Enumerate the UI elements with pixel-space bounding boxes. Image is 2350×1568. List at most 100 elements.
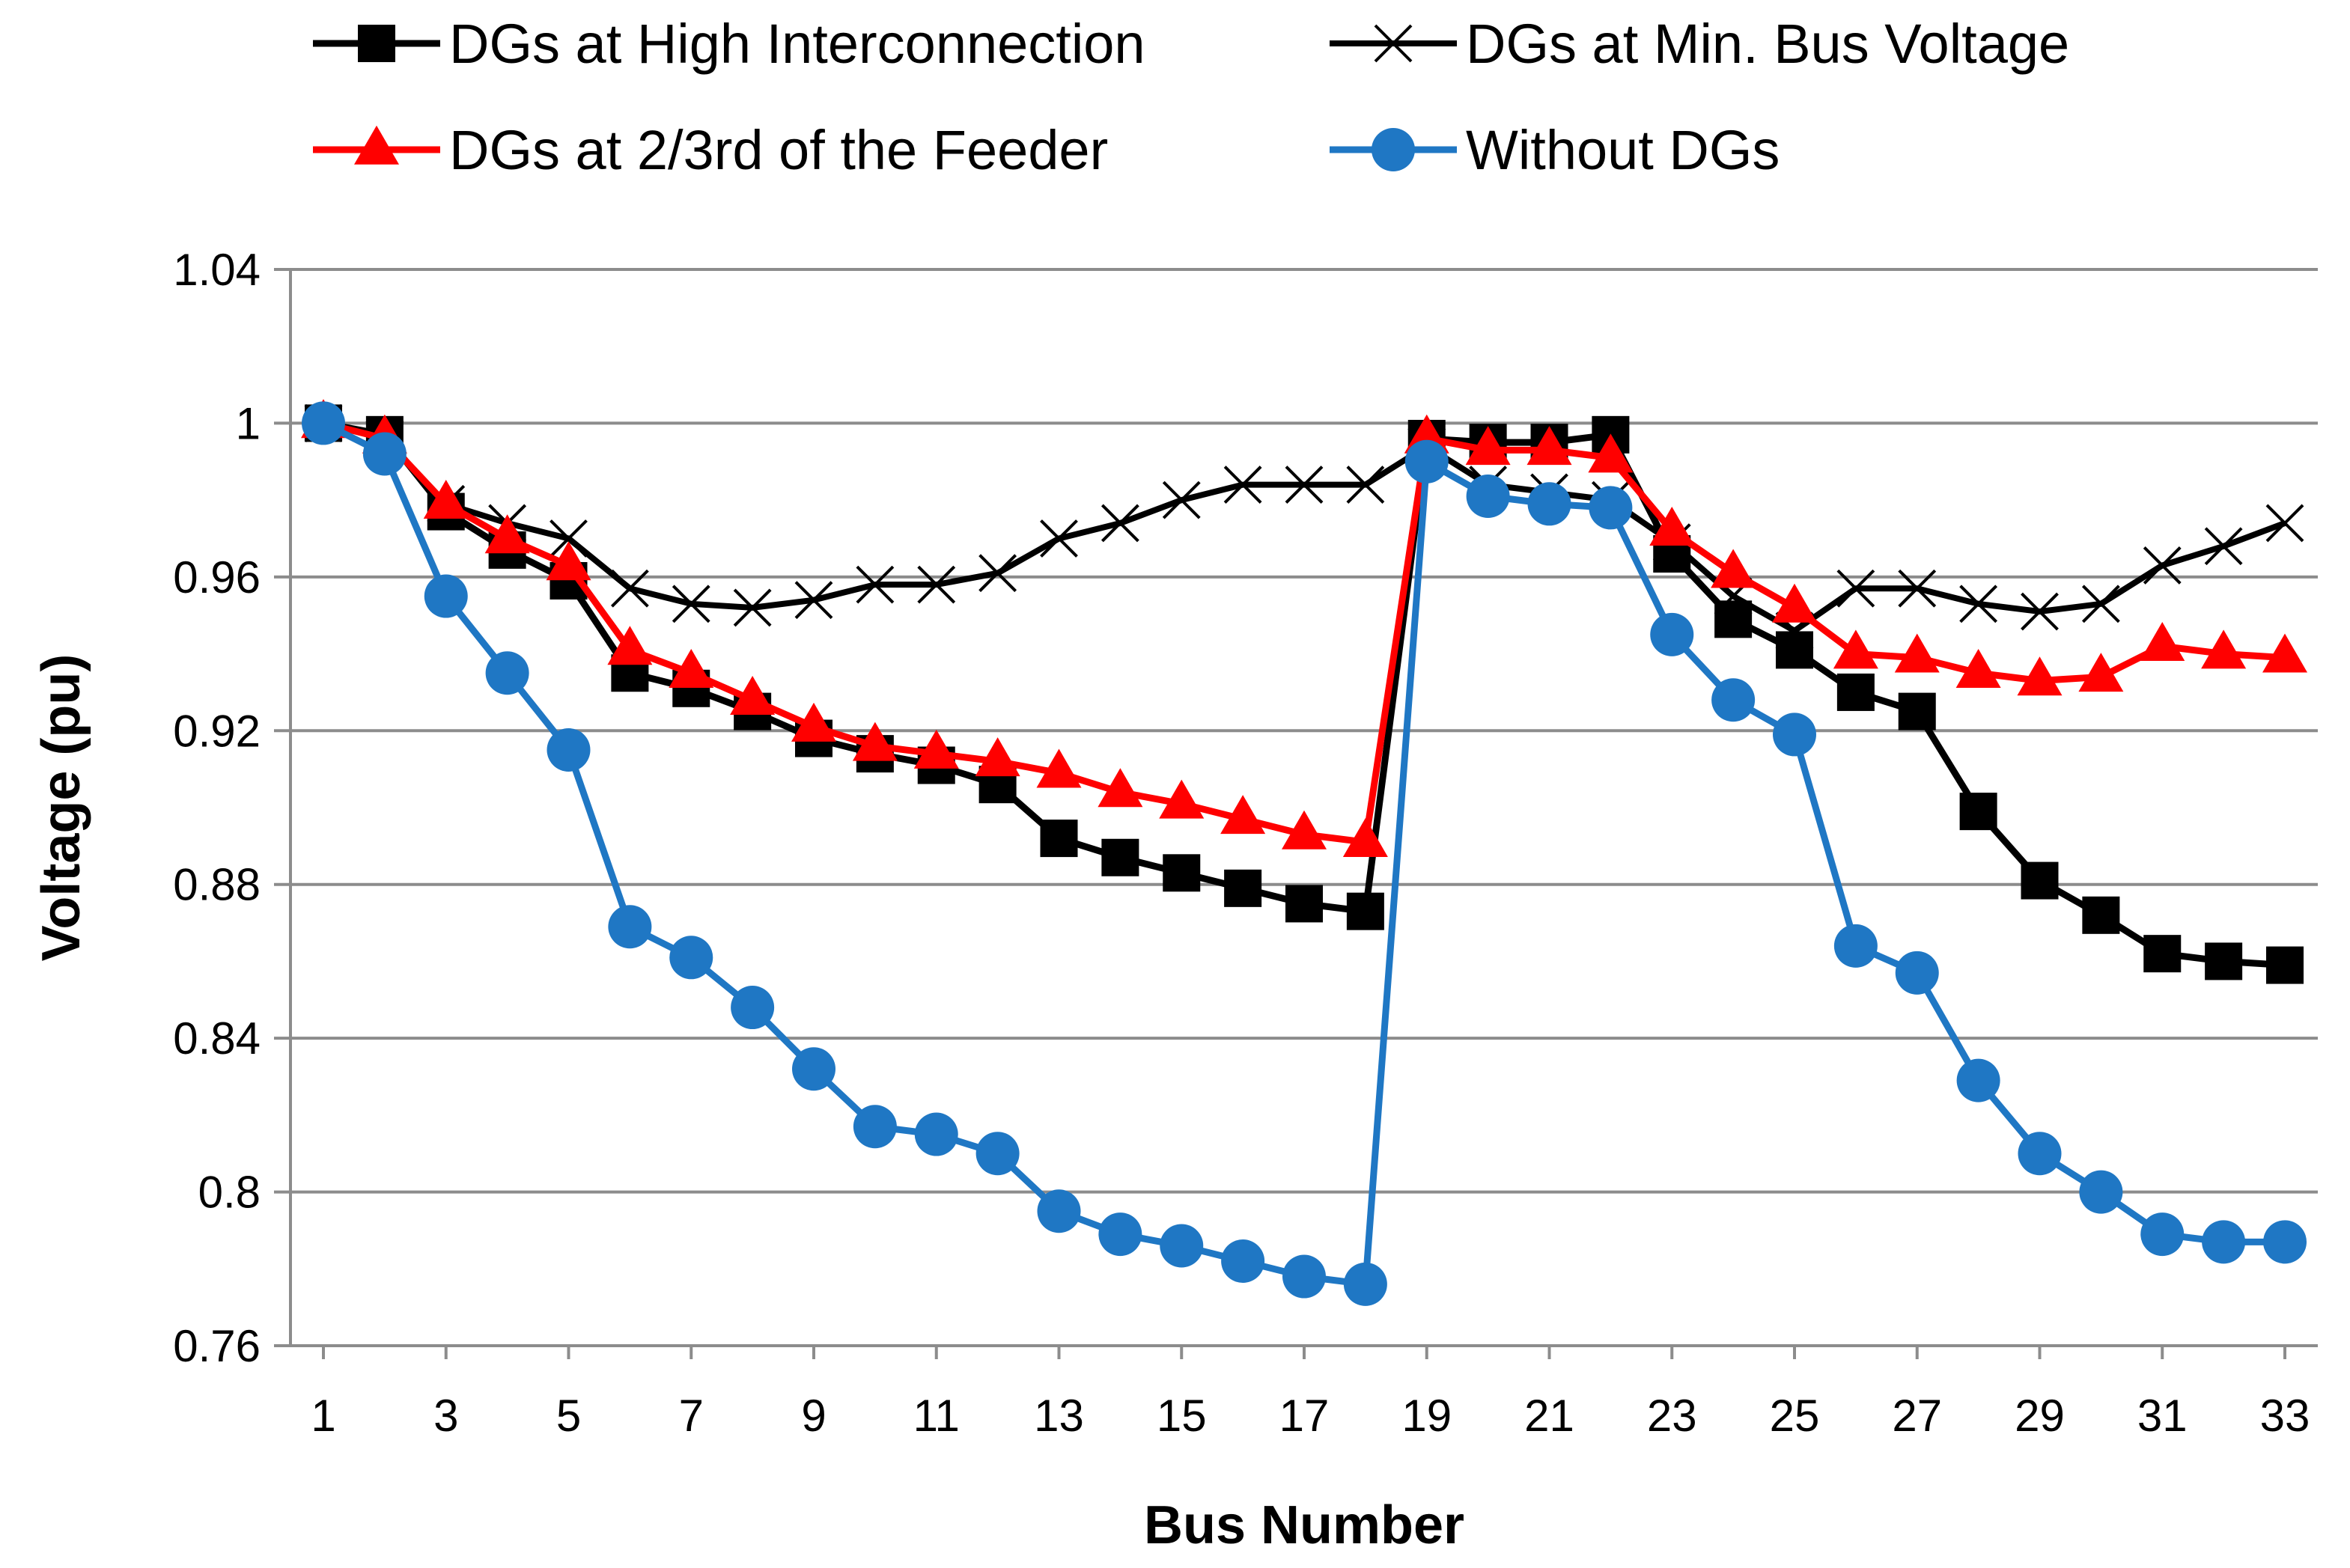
data-point: [608, 905, 652, 949]
data-point: [669, 649, 714, 689]
data-point: [1037, 1189, 1081, 1233]
data-point: [1285, 885, 1323, 923]
data-point: [2079, 1170, 2123, 1214]
x-marker-stroke: [856, 565, 895, 604]
data-point: [1772, 583, 1817, 623]
data-point: [546, 541, 591, 581]
x-marker-stroke: [550, 519, 588, 558]
legend-label: DGs at Min. Bus Voltage: [1466, 13, 2069, 75]
legend-label: DGs at 2/3rd of the Feeder: [449, 119, 1108, 181]
data-point: [731, 986, 775, 1030]
x-marker-stroke: [917, 565, 956, 604]
data-point: [1221, 1239, 1265, 1284]
data-point: [1955, 649, 2001, 689]
x-marker-stroke: [1836, 569, 1875, 608]
data-point: [484, 514, 530, 554]
data-point: [1163, 854, 1201, 892]
data-point: [1527, 482, 1571, 526]
data-point: [1342, 817, 1388, 857]
legend-item: DGs at Min. Bus Voltage: [1330, 13, 2069, 75]
x-marker-stroke: [733, 588, 772, 627]
data-point: [2140, 622, 2185, 662]
data-point: [853, 1105, 897, 1149]
data-point: [1526, 426, 1572, 466]
data-point: [1162, 481, 1201, 519]
data-point: [1894, 633, 1940, 673]
legend-item: DGs at 2/3rd of the Feeder: [313, 119, 1108, 181]
data-point: [978, 554, 1017, 593]
data-point: [485, 651, 529, 695]
x-tick-label: 7: [679, 1391, 704, 1441]
y-tick-label: 0.84: [173, 1013, 261, 1064]
data-point: [2205, 942, 2243, 980]
data-point: [730, 675, 776, 715]
data-point: [1589, 486, 1633, 530]
x-tick-label: 19: [1401, 1391, 1452, 1441]
series-square: [305, 404, 2304, 984]
data-point: [2266, 946, 2304, 984]
data-point: [856, 565, 895, 604]
legend-label: DGs at High Interconnection: [449, 13, 1145, 75]
data-point: [1836, 569, 1875, 608]
x-marker-stroke: [1223, 466, 1262, 504]
data-point: [1343, 1262, 1387, 1306]
data-point: [1040, 519, 1078, 558]
data-point: [2143, 546, 2182, 585]
y-tick-label: 1.04: [173, 245, 261, 295]
data-point: [1101, 838, 1139, 876]
x-tick-label: 11: [913, 1391, 960, 1441]
data-point: [791, 702, 836, 742]
data-point: [1588, 433, 1634, 473]
x-marker-stroke: [672, 585, 710, 623]
data-point: [2263, 1220, 2307, 1264]
data-point: [1466, 475, 1510, 519]
data-point: [2143, 935, 2182, 973]
data-point: [1898, 569, 1937, 608]
x-axis-title: Bus Number: [1144, 1495, 1464, 1555]
data-point: [424, 574, 468, 618]
data-point: [1836, 673, 1875, 711]
data-point: [1224, 869, 1262, 907]
x-marker-stroke: [1162, 481, 1201, 519]
data-point: [917, 565, 956, 604]
data-point: [2082, 896, 2120, 934]
data-point: [2140, 1212, 2185, 1257]
data-point: [2202, 1220, 2246, 1264]
data-point: [733, 588, 772, 627]
data-point: [1649, 506, 1695, 546]
y-tick-label: 0.76: [173, 1321, 261, 1371]
data-point: [1346, 466, 1385, 504]
data-point: [1282, 1254, 1326, 1299]
data-point: [792, 1047, 835, 1091]
x-marker-stroke: [1959, 585, 1998, 623]
series-circle: [302, 401, 2307, 1306]
data-point: [1220, 795, 1266, 835]
data-point: [975, 737, 1020, 777]
x-tick-label: 9: [801, 1391, 826, 1441]
data-point: [1898, 692, 1936, 730]
x-marker-stroke: [2143, 546, 2182, 585]
data-point: [2017, 656, 2063, 696]
data-point: [1404, 439, 1449, 483]
x-marker-stroke: [1285, 466, 1324, 504]
data-point: [669, 936, 713, 980]
data-point: [794, 581, 833, 620]
x-tick-label: 29: [2015, 1391, 2065, 1441]
data-point: [1098, 768, 1143, 808]
data-point: [1223, 466, 1262, 504]
legend-label: Without DGs: [1466, 119, 1780, 181]
data-point: [2201, 629, 2247, 669]
data-point: [1036, 748, 1082, 788]
data-point: [1465, 426, 1511, 466]
y-tick-label: 0.92: [173, 706, 261, 756]
data-point: [1285, 466, 1324, 504]
data-point: [852, 722, 898, 761]
x-tick-label: 15: [1157, 1391, 1207, 1441]
series-layer: [301, 399, 2307, 1306]
x-marker-stroke: [1374, 24, 1413, 63]
data-point: [1773, 713, 1816, 757]
data-point: [1159, 779, 1205, 819]
x-tick-label: 33: [2260, 1391, 2310, 1441]
data-point: [975, 1132, 1020, 1176]
